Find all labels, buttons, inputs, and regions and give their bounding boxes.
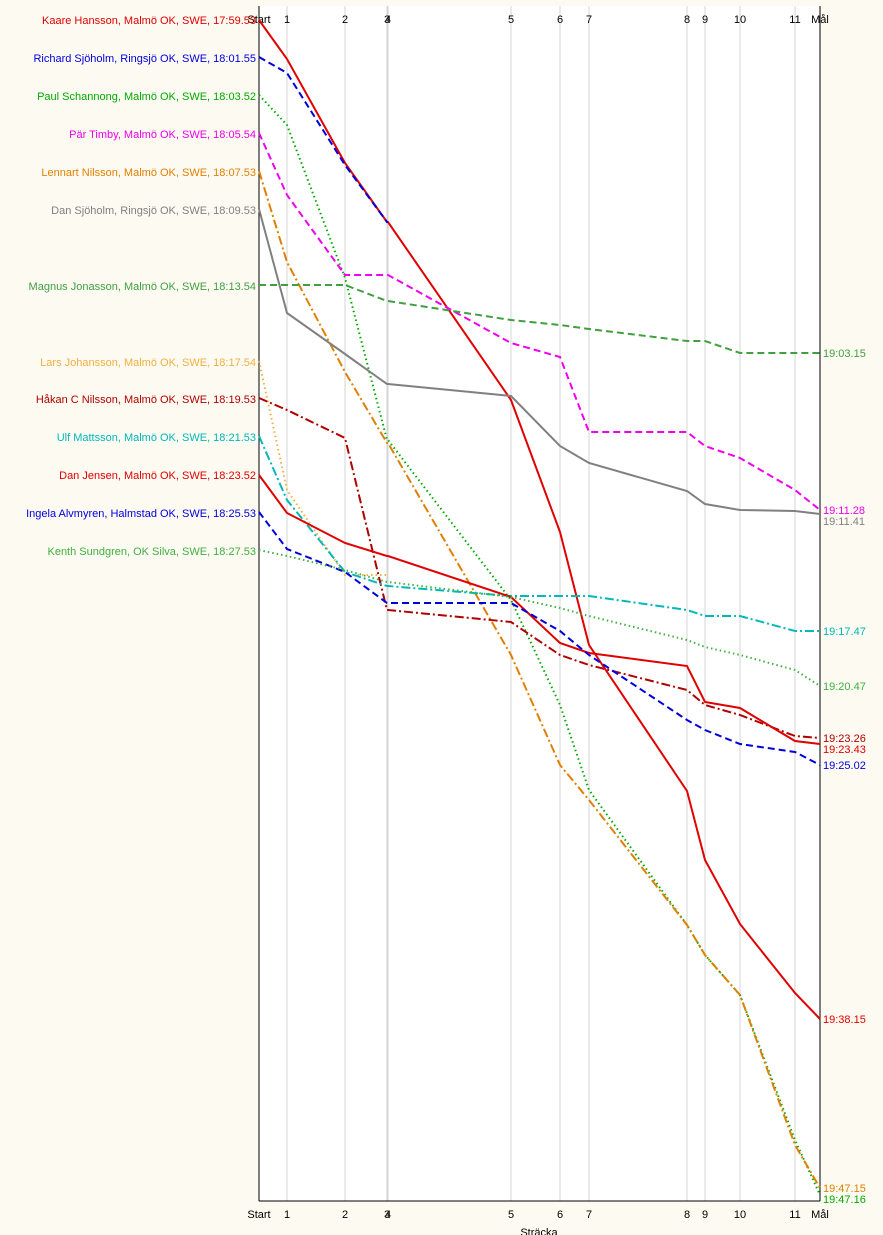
bottom-tick-label: Start xyxy=(247,1209,270,1221)
bottom-tick-label: 2 xyxy=(342,1209,348,1221)
top-tick-label: Mål xyxy=(811,14,829,26)
legend-entry: Dan Sjöholm, Ringsjö OK, SWE, 18:09.53 xyxy=(51,205,256,217)
top-tick-label: 3 xyxy=(384,14,390,26)
bottom-tick-label: 11 xyxy=(789,1209,800,1221)
top-tick-label: 8 xyxy=(684,14,690,26)
bottom-tick-label: 8 xyxy=(684,1209,690,1221)
top-tick-label: 11 xyxy=(789,14,800,26)
series-lines xyxy=(258,19,821,1196)
top-tick-label: 4 xyxy=(385,14,391,26)
bottom-tick-label: 6 xyxy=(557,1209,563,1221)
finish-time-label: 19:25.02 xyxy=(823,760,866,772)
legend: Kaare Hansson, Malmö OK, SWE, 17:59.53 Ri… xyxy=(26,15,256,558)
series-line xyxy=(258,360,388,576)
series-line xyxy=(258,511,821,766)
bottom-tick-label: 5 xyxy=(508,1209,514,1221)
series-line xyxy=(258,208,821,515)
legend-entry: Dan Jensen, Malmö OK, SWE, 18:23.52 xyxy=(59,470,256,482)
finish-time-label: 19:11.28 xyxy=(823,505,865,517)
finish-time-label: 19:38.15 xyxy=(823,1014,866,1026)
series-line xyxy=(258,397,821,739)
series-line xyxy=(258,56,388,223)
finish-time-label: 19:11.41 xyxy=(823,516,865,528)
finish-time-labels: 19:38.15 19:47.16 19:11.28 19:47.15 19:11.41… xyxy=(823,348,866,1206)
top-tick-label: 7 xyxy=(586,14,592,26)
legend-entry: Ulf Mattsson, Malmö OK, SWE, 18:21.53 xyxy=(57,432,256,444)
bottom-tick-label: 3 xyxy=(384,1209,390,1221)
series-line xyxy=(258,132,821,511)
legend-entry: Håkan C Nilsson, Malmö OK, SWE, 18:19.53 xyxy=(36,394,256,406)
legend-entry: Lars Johansson, Malmö OK, SWE, 18:17.54 xyxy=(40,357,256,369)
plot-area xyxy=(259,6,820,1201)
bottom-tick-label: 9 xyxy=(702,1209,708,1221)
bottom-tick-label: 4 xyxy=(385,1209,391,1221)
finish-time-label: 19:47.16 xyxy=(823,1194,866,1206)
series-line xyxy=(258,19,821,1020)
series-line xyxy=(258,170,821,1189)
legend-entry: Magnus Jonasson, Malmö OK, SWE, 18:13.54 xyxy=(29,281,256,293)
legend-entry: Kaare Hansson, Malmö OK, SWE, 17:59.53 xyxy=(42,15,256,27)
top-tick-label: 2 xyxy=(342,14,348,26)
bottom-tick-label: 1 xyxy=(284,1209,290,1221)
gridlines xyxy=(286,6,796,1201)
finish-time-label: 19:17.47 xyxy=(823,626,866,638)
series-line xyxy=(259,284,820,354)
top-tick-label: 1 xyxy=(284,14,290,26)
series-line xyxy=(258,435,820,632)
legend-entry: Ingela Alvmyren, Halmstad OK, SWE, 18:25… xyxy=(26,508,256,520)
finish-time-label: 19:03.15 xyxy=(823,348,866,360)
legend-entry: Lennart Nilsson, Malmö OK, SWE, 18:07.53 xyxy=(41,167,256,179)
legend-entry: Richard Sjöholm, Ringsjö OK, SWE, 18:01.… xyxy=(33,53,256,65)
bottom-tick-label: 10 xyxy=(734,1209,746,1221)
series-line xyxy=(258,94,821,1196)
top-tick-label: 5 xyxy=(508,14,514,26)
x-axis-label: Sträcka xyxy=(520,1227,558,1235)
finish-time-label: 19:23.26 xyxy=(823,733,866,745)
series-line xyxy=(258,474,821,745)
legend-entry: Kenth Sundgren, OK Silva, SWE, 18:27.53 xyxy=(47,546,256,558)
bottom-tick-label: Mål xyxy=(811,1209,829,1221)
finish-time-label: 19:20.47 xyxy=(823,681,866,693)
top-tick-labels: Start 1 2 34 5 6 7 8 9 10 11 Mål xyxy=(247,14,828,26)
bottom-tick-labels: Start 1 2 34 5 6 7 8 9 10 11 Mål xyxy=(247,1209,828,1221)
top-tick-label: 9 xyxy=(702,14,708,26)
series-line xyxy=(258,549,821,687)
finish-time-label: 19:23.43 xyxy=(823,744,866,756)
bottom-tick-label: 7 xyxy=(586,1209,592,1221)
legend-entry: Pär Timby, Malmö OK, SWE, 18:05.54 xyxy=(69,129,256,141)
finish-time-label: 19:47.15 xyxy=(823,1183,866,1195)
top-tick-label: 6 xyxy=(557,14,563,26)
top-tick-label: 10 xyxy=(734,14,746,26)
legend-entry: Paul Schannong, Malmö OK, SWE, 18:03.52 xyxy=(37,91,256,103)
